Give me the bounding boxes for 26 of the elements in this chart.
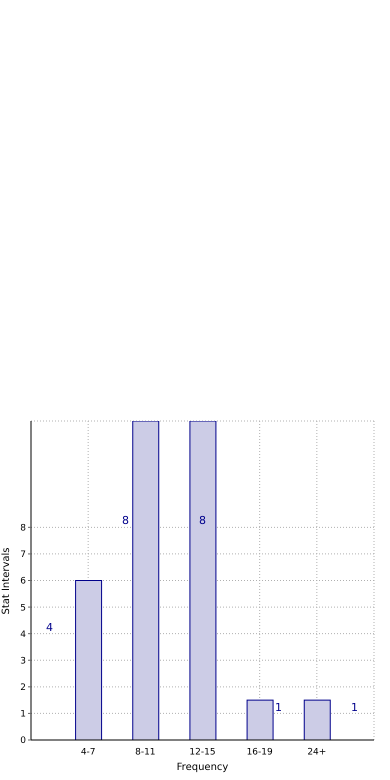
annotation: 8 — [199, 514, 206, 528]
bar — [304, 700, 331, 740]
y-tick-label: 7 — [20, 550, 26, 560]
bar — [75, 580, 102, 740]
y-tick-label: 3 — [20, 656, 26, 666]
y-tick-label: 5 — [20, 603, 26, 614]
y-tick-label: 4 — [20, 630, 26, 640]
y-tick-label: 6 — [20, 576, 26, 587]
x-tick-label: 12-15 — [189, 747, 216, 758]
annotation: 8 — [122, 514, 129, 528]
x-tick-label: 24+ — [307, 747, 326, 758]
bar — [132, 421, 160, 740]
annotation: 1 — [351, 701, 358, 715]
bar — [246, 700, 274, 740]
y-tick-label: 2 — [20, 683, 26, 694]
y-tick-label: 8 — [20, 524, 26, 534]
bar — [189, 421, 216, 740]
x-tick-label: 4-7 — [80, 747, 96, 758]
annotation: 4 — [46, 621, 53, 635]
x-tick-label: 8-11 — [135, 747, 156, 758]
y-tick-label: 1 — [20, 710, 26, 720]
x-axis-title: Frequency — [176, 762, 228, 773]
annotation: 1 — [275, 701, 282, 715]
x-tick-label: 16-19 — [246, 747, 274, 758]
y-tick-label: 0 — [20, 736, 26, 746]
y-axis-title: Stat Intervals — [1, 546, 13, 617]
